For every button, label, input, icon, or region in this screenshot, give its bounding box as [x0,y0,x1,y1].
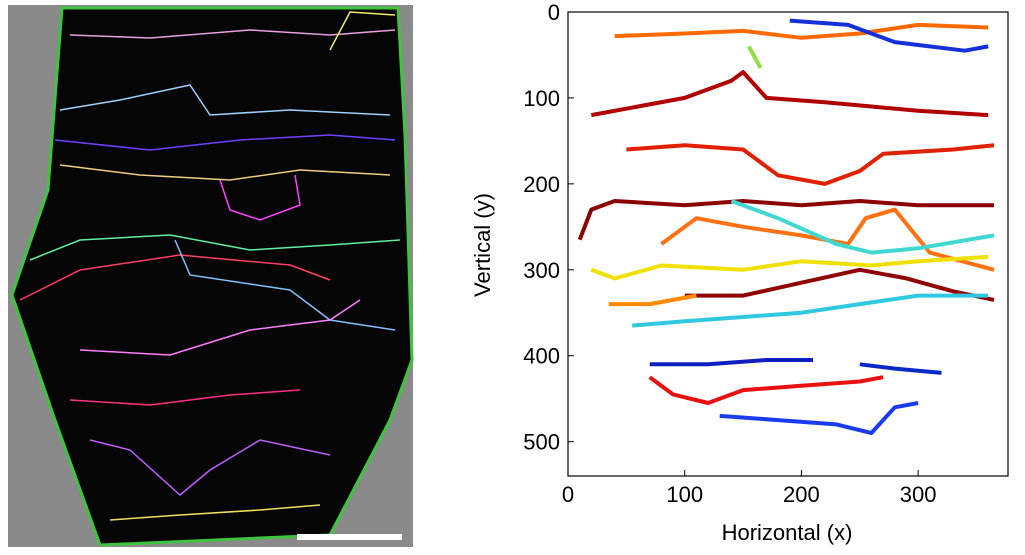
trajectory-plot: 0 100 200 300 0 100 200 300 400 500 [523,0,1009,507]
trajectory [747,45,763,69]
trajectory [730,199,995,255]
trajectory [590,70,989,118]
trajectory [859,362,942,375]
trajectory [649,358,814,367]
y-tick-label: 0 [548,0,560,25]
x-axis-label: Horizontal (x) [722,520,853,545]
y-axis-label: Vertical (y) [470,193,495,297]
trajectory [614,22,989,40]
region-outline [10,6,414,547]
x-tick-label: 300 [900,482,937,507]
trajectory [684,267,995,302]
y-tick-label: 100 [523,86,560,111]
y-tick-label: 500 [523,430,560,455]
x-tick-label: 100 [666,482,703,507]
trajectory [590,254,989,281]
trajectory [608,293,697,307]
axes-box [567,11,1009,477]
trajectory [719,401,919,435]
traced-tracks [19,11,401,521]
trajectory [626,143,995,186]
trajectory [648,375,884,405]
trajectory [660,207,995,272]
y-tick-label: 200 [523,172,560,197]
x-tick-label: 200 [783,482,820,507]
scale-bar [297,534,402,540]
y-tick-label: 300 [523,258,560,283]
trajectory [577,199,994,241]
microscopy-panel [8,5,414,547]
trajectory [789,18,989,53]
trajectory [632,293,989,328]
x-tick-label: 0 [562,482,574,507]
y-tick-label: 400 [523,344,560,369]
